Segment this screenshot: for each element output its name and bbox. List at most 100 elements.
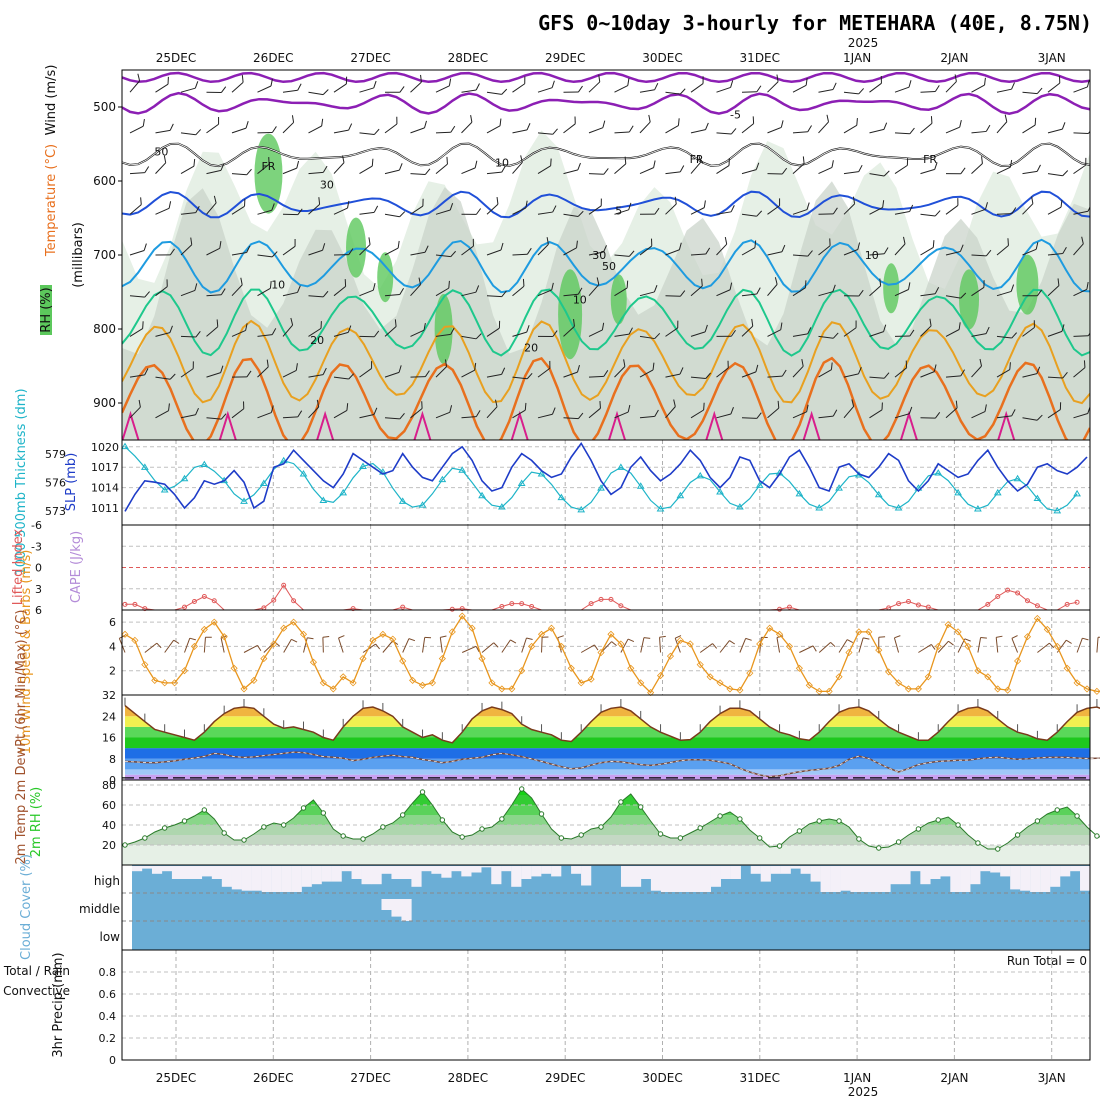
bottom-date-label: 3JAN bbox=[1038, 1071, 1066, 1085]
wind10m-point bbox=[438, 655, 446, 663]
wind-barb bbox=[282, 115, 295, 134]
barb-flag bbox=[781, 167, 788, 175]
barb-shaft bbox=[716, 132, 732, 135]
thickness-point bbox=[974, 504, 982, 512]
rh-point bbox=[459, 834, 465, 840]
wind10m-point bbox=[1004, 686, 1012, 694]
wind10m-point bbox=[726, 685, 734, 693]
barb-shaft bbox=[257, 287, 271, 297]
wind-barb bbox=[792, 250, 813, 257]
barb-shaft bbox=[410, 251, 426, 256]
barb-flag bbox=[408, 638, 416, 642]
barb-shaft bbox=[129, 80, 141, 93]
wind10m-barb bbox=[858, 637, 870, 653]
rh-point bbox=[677, 835, 684, 841]
barb-flag bbox=[577, 287, 583, 295]
wind10m-barb bbox=[600, 641, 617, 653]
barb-shaft bbox=[359, 368, 372, 378]
barb-flag bbox=[1034, 117, 1037, 126]
temperature-contour bbox=[122, 190, 1090, 219]
barb-flag bbox=[1010, 284, 1015, 292]
barb-shaft bbox=[1047, 206, 1062, 215]
wind10m-point bbox=[686, 640, 694, 648]
barb-flag bbox=[1086, 79, 1090, 88]
thickness-point bbox=[934, 469, 943, 476]
barb-shaft bbox=[945, 329, 960, 337]
barb-shaft bbox=[257, 366, 269, 378]
wind-barb bbox=[894, 329, 915, 337]
wind-barb bbox=[920, 287, 940, 297]
barb-shaft bbox=[665, 249, 680, 256]
wind-barb bbox=[1073, 282, 1089, 297]
barb-flag bbox=[421, 401, 423, 409]
wind-barb bbox=[1073, 236, 1084, 256]
wind-barb bbox=[537, 360, 551, 378]
barb-flag bbox=[195, 129, 202, 136]
wind-barb bbox=[614, 202, 632, 215]
cloud-high-gap bbox=[201, 866, 213, 877]
wind10m-point bbox=[210, 618, 218, 626]
cloud-high-gap bbox=[181, 866, 193, 879]
barb-flag bbox=[857, 242, 861, 250]
barb-shaft bbox=[869, 376, 885, 379]
wind-barb bbox=[512, 76, 526, 93]
lifted-index-point bbox=[499, 603, 505, 609]
wind10m-point bbox=[557, 642, 565, 650]
wind10m-point bbox=[835, 673, 843, 681]
barb-flag bbox=[398, 163, 403, 171]
wind10m-point bbox=[547, 624, 556, 632]
thickness-tick-label: 573 bbox=[45, 505, 66, 518]
wind-barb bbox=[333, 373, 355, 380]
wind-barb bbox=[384, 86, 405, 93]
barb-flag bbox=[266, 359, 269, 367]
barb-flag bbox=[169, 325, 173, 333]
barb-shaft bbox=[977, 637, 982, 653]
barb-shaft bbox=[937, 640, 949, 653]
pressure-tick-label: 600 bbox=[93, 174, 116, 188]
wind-barb bbox=[282, 83, 302, 93]
wind-barb bbox=[716, 128, 737, 135]
barb-flag bbox=[577, 162, 581, 171]
wind10m-point bbox=[131, 636, 139, 644]
barb-flag bbox=[654, 82, 659, 90]
lifted-index-point bbox=[281, 582, 287, 588]
barb-shaft bbox=[384, 91, 400, 93]
barb-flag bbox=[373, 128, 380, 135]
barb-shaft bbox=[665, 295, 681, 297]
wind-barb bbox=[537, 237, 549, 256]
barb-flag bbox=[418, 277, 422, 285]
barb-flag bbox=[703, 200, 706, 208]
barb-shaft bbox=[512, 331, 527, 337]
temp-band bbox=[125, 769, 1090, 775]
barb-flag bbox=[526, 123, 531, 131]
wind-barb bbox=[435, 280, 450, 297]
wind-barb bbox=[639, 114, 651, 134]
barb-shaft bbox=[767, 81, 779, 93]
wind-barb bbox=[563, 412, 584, 420]
cloud-high-gap bbox=[301, 866, 312, 887]
barb-flag bbox=[985, 124, 991, 132]
barb-flag bbox=[1082, 637, 1089, 641]
wind-barb bbox=[996, 159, 1013, 175]
wind-barb bbox=[359, 283, 376, 297]
rh-point bbox=[181, 818, 188, 824]
barb-shaft bbox=[600, 641, 613, 653]
barb-shaft bbox=[971, 333, 987, 337]
wind-barb bbox=[716, 282, 733, 297]
lifted-index-point bbox=[182, 604, 188, 610]
wind-barb bbox=[180, 330, 201, 338]
rh-green-patch bbox=[558, 269, 583, 360]
chart-title: GFS 0~10day 3-hourly for METEHARA (40E, … bbox=[538, 11, 1092, 35]
wind-barb bbox=[129, 118, 145, 134]
wind10m-barb bbox=[439, 635, 447, 653]
barb-flag bbox=[659, 635, 666, 638]
barb-shaft bbox=[767, 329, 782, 337]
wind10m-point bbox=[141, 661, 149, 669]
cloud-high-gap bbox=[630, 866, 642, 887]
wind-barb bbox=[333, 248, 354, 256]
barb-shaft bbox=[971, 411, 986, 419]
wind-barb bbox=[920, 210, 941, 217]
barb-shaft bbox=[308, 249, 323, 256]
wind-barb bbox=[410, 120, 427, 134]
